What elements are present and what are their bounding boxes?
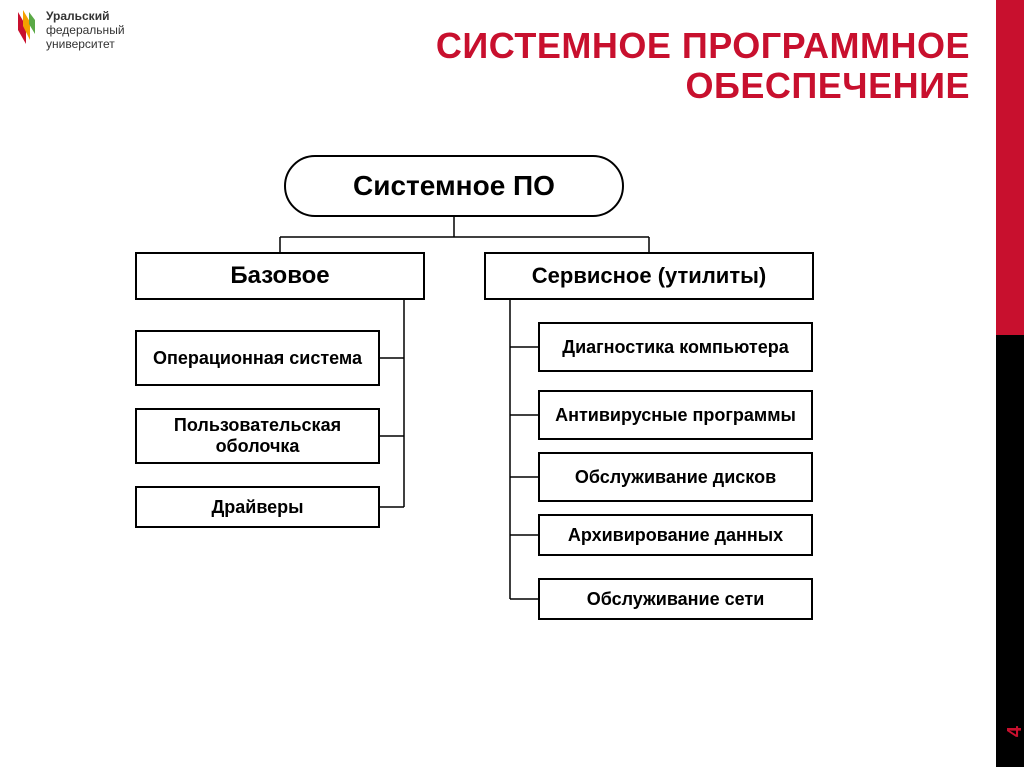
stripe-red [996, 0, 1024, 335]
stripe-black [996, 335, 1024, 767]
node-leaf-av: Антивирусные программы [538, 390, 813, 440]
node-leaf-os: Операционная система [135, 330, 380, 386]
node-leaf-disk: Обслуживание дисков [538, 452, 813, 502]
node-branch-service: Сервисное (утилиты) [484, 252, 814, 300]
logo-mark [14, 10, 40, 46]
logo-line2: федеральный [46, 24, 125, 38]
logo: Уральский федеральный университет [14, 10, 125, 51]
node-leaf-diag: Диагностика компьютера [538, 322, 813, 372]
logo-text: Уральский федеральный университет [46, 10, 125, 51]
logo-line3: университет [46, 38, 125, 52]
node-leaf-arch: Архивирование данных [538, 514, 813, 556]
node-leaf-net: Обслуживание сети [538, 578, 813, 620]
slide: 4 Уральский федеральный университет СИСТ… [0, 0, 1024, 767]
logo-line1: Уральский [46, 10, 125, 24]
slide-title: СИСТЕМНОЕ ПРОГРАММНОЕ ОБЕСПЕЧЕНИЕ [250, 26, 970, 107]
node-leaf-shell: Пользовательская оболочка [135, 408, 380, 464]
node-branch-base: Базовое [135, 252, 425, 300]
page-number: 4 [1004, 726, 1024, 737]
node-root: Системное ПО [284, 155, 624, 217]
node-leaf-driver: Драйверы [135, 486, 380, 528]
